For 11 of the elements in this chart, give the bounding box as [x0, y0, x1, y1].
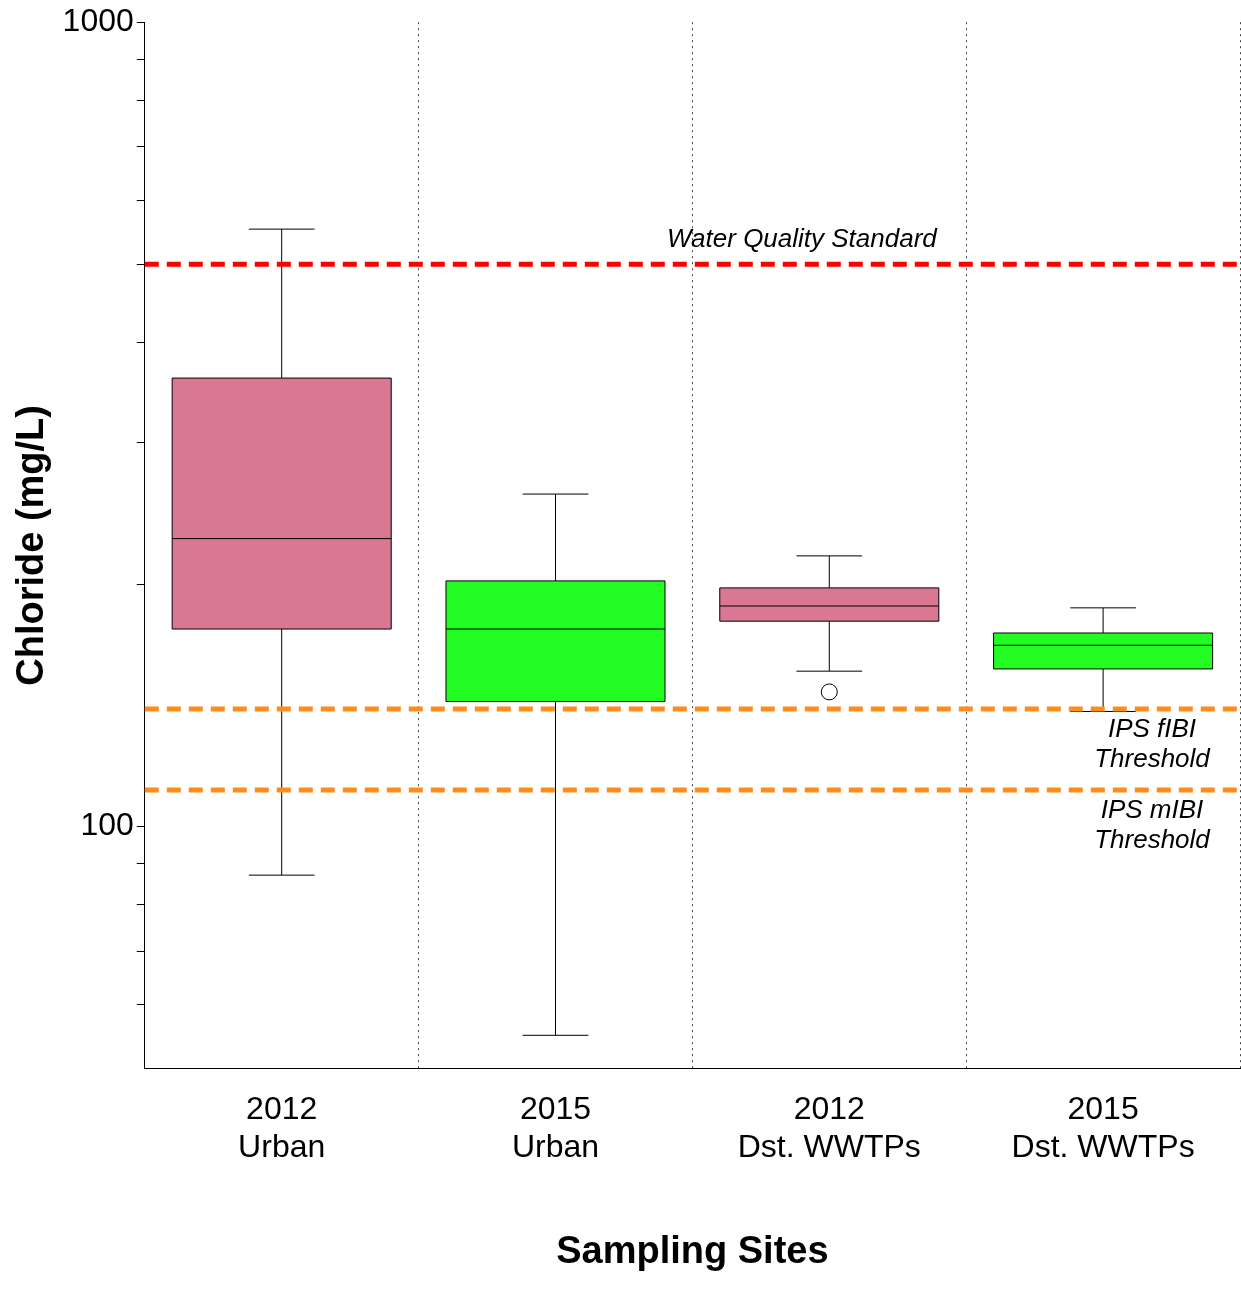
ref-line-label: IPS fIBI Threshold [1094, 713, 1212, 774]
y-tick-label: 1000 [62, 2, 134, 39]
x-tick-label: 2015 Urban [511, 1089, 600, 1165]
x-tick-label: 2012 Urban [238, 1089, 326, 1165]
ref-line-label: IPS mIBI Threshold [1094, 794, 1212, 855]
y-tick-label: 100 [80, 806, 134, 843]
x-tick-label: 2015 Dst. WWTPs [1011, 1089, 1195, 1165]
x-axis-title: Sampling Sites [556, 1228, 829, 1271]
ref-line-label: Water Quality Standard [667, 222, 939, 253]
x-tick-label: 2012 Dst. WWTPs [737, 1089, 921, 1165]
y-axis-title: Chloride (mg/L) [9, 405, 52, 686]
